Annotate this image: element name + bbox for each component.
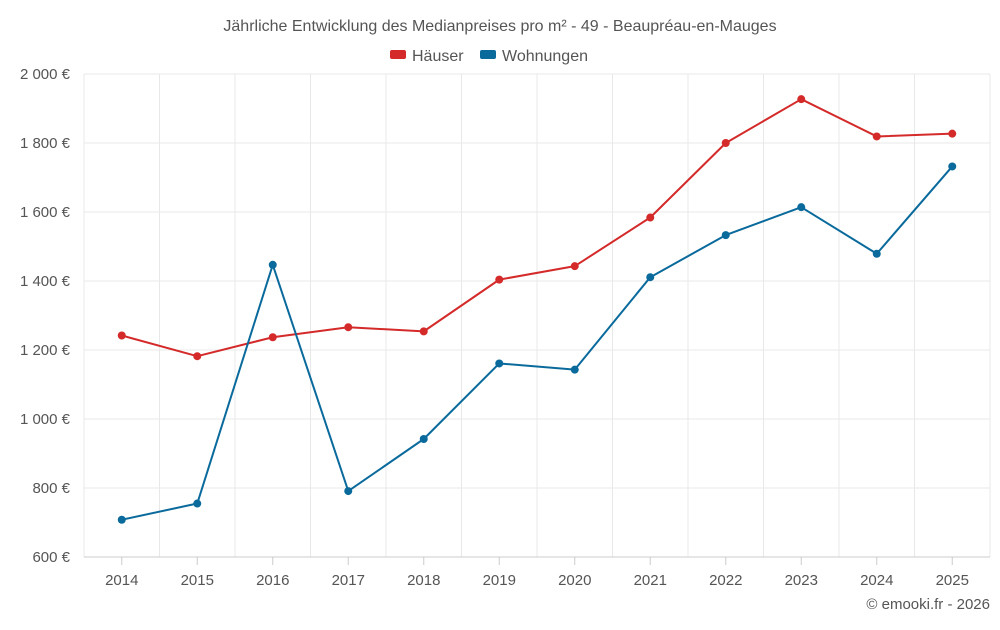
- data-point[interactable]: [268, 260, 277, 269]
- legend-item[interactable]: Wohnungen: [480, 48, 588, 65]
- x-tick-label: 2025: [936, 572, 969, 589]
- data-point[interactable]: [872, 249, 881, 258]
- credit-text: © emooki.fr - 2026: [866, 596, 990, 613]
- y-tick-label: 1 600 €: [20, 204, 71, 221]
- data-point[interactable]: [268, 333, 277, 342]
- data-point[interactable]: [646, 213, 655, 222]
- y-tick-label: 600 €: [32, 549, 70, 566]
- data-point[interactable]: [495, 359, 504, 368]
- data-point[interactable]: [570, 262, 579, 271]
- x-tick-label: 2014: [105, 572, 138, 589]
- data-point[interactable]: [495, 275, 504, 284]
- series-haeuser: [117, 95, 957, 361]
- x-tick-label: 2015: [181, 572, 214, 589]
- x-tick-label: 2016: [256, 572, 289, 589]
- series-wohnungen: [117, 162, 957, 524]
- data-point[interactable]: [193, 499, 202, 508]
- data-point[interactable]: [344, 323, 353, 332]
- y-tick-label: 1 400 €: [20, 273, 71, 290]
- data-point[interactable]: [948, 129, 957, 138]
- data-point[interactable]: [721, 139, 730, 147]
- x-tick-label: 2021: [634, 572, 667, 589]
- data-point[interactable]: [193, 352, 202, 361]
- data-point[interactable]: [797, 95, 806, 104]
- legend: Häuser Wohnungen: [390, 48, 588, 65]
- legend-label: Wohnungen: [502, 48, 588, 65]
- data-point[interactable]: [117, 515, 126, 524]
- data-point[interactable]: [721, 231, 730, 240]
- series-line: [121, 98, 953, 358]
- data-point[interactable]: [117, 331, 126, 340]
- data-point[interactable]: [419, 327, 428, 336]
- legend-swatch: [390, 50, 406, 59]
- x-tick-label: 2019: [483, 572, 516, 589]
- data-point[interactable]: [646, 273, 655, 282]
- chart-title: Jährliche Entwicklung des Medianpreises …: [223, 18, 776, 35]
- legend-swatch: [480, 50, 496, 59]
- y-tick-label: 1 000 €: [20, 411, 71, 428]
- legend-label: Häuser: [412, 48, 464, 65]
- x-tick-label: 2024: [860, 572, 893, 589]
- data-point[interactable]: [344, 487, 353, 496]
- series-layer: [117, 95, 957, 524]
- series-line: [121, 165, 954, 521]
- grid-layer: [83, 73, 991, 557]
- data-point[interactable]: [570, 365, 579, 374]
- x-tick-label: 2020: [558, 572, 591, 589]
- x-tick-label: 2017: [332, 572, 365, 589]
- y-tick-label: 1 200 €: [20, 342, 71, 359]
- data-point[interactable]: [419, 435, 428, 444]
- x-tick-label: 2023: [785, 572, 818, 589]
- data-point[interactable]: [872, 132, 881, 141]
- y-tick-label: 800 €: [32, 480, 70, 497]
- x-tick-label: 2018: [407, 572, 440, 589]
- data-point[interactable]: [948, 162, 957, 171]
- x-tick-label: 2022: [709, 572, 742, 589]
- legend-item[interactable]: Häuser: [390, 48, 464, 65]
- y-tick-label: 2 000 €: [20, 66, 71, 83]
- y-tick-label: 1 800 €: [20, 135, 71, 152]
- data-point[interactable]: [797, 203, 806, 212]
- axis-layer: 600 € 800 € 1 000 € 1 200 € 1 400 € 1 600 € 1 …: [20, 66, 990, 589]
